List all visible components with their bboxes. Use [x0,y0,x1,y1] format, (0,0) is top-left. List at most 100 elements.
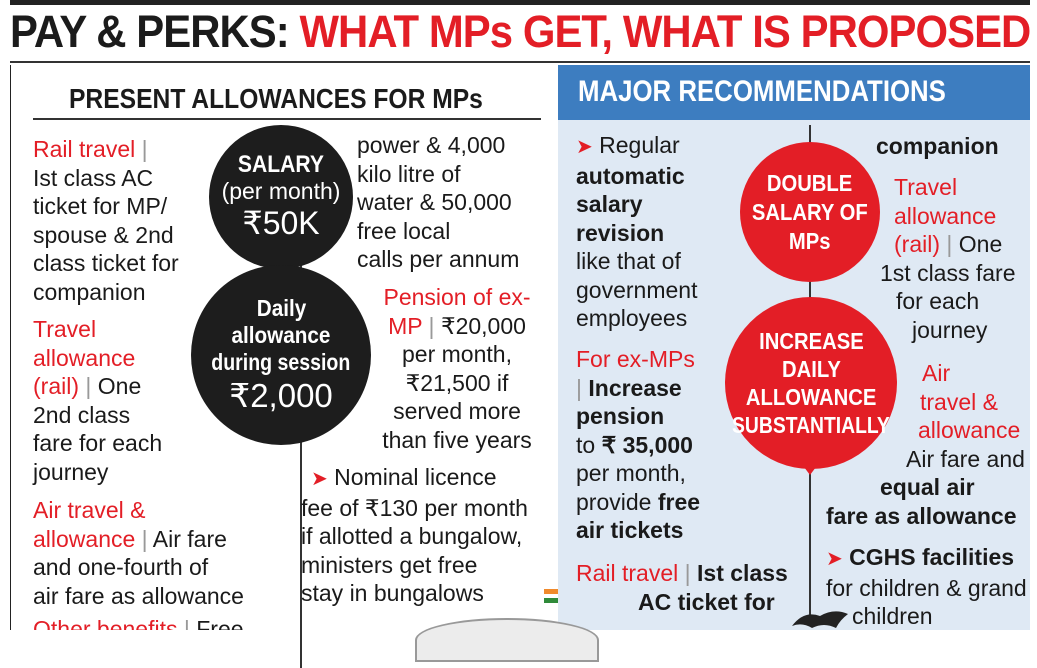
perks-line: water & 50,000 [357,189,512,215]
perks-line: power & 4,000 [357,132,506,158]
cghs-block: ➤ CGHS facilities for children & grand c… [826,543,1030,631]
ex-mps-to-prefix: to [576,431,602,458]
travel-allow-rec-label: Travel [894,174,958,200]
pension-line: ₹21,500 if [405,369,509,396]
other-benefits-first: Free [196,616,244,630]
salary-circle: SALARY (per month) ₹50K [209,125,353,269]
increase-line: DAILY [781,356,841,382]
left-title-rule [33,118,541,120]
rail-travel-line: Ist class AC [33,164,154,191]
cghs-bold: CGHS facilities [849,544,1015,570]
travel-allowance-sep: | [79,373,98,399]
travel-allow-rec-line: 1st class fare [880,259,1016,286]
licence-line: Nominal licence [334,464,497,490]
perks-line: calls per annum [357,246,520,272]
rail-travel-sep: | [135,136,148,162]
travel-allowance-line: 2nd class [33,401,131,428]
flag-icon [544,589,558,603]
pension-sep: | [422,312,441,339]
travel-allowance-first: One [97,373,142,399]
increase-line: INCREASE [758,328,864,354]
pension-block: Pension of ex- MP | ₹20,000 per month, ₹… [367,283,547,454]
left-panel-title: PRESENT ALLOWANCES FOR MPs [69,83,483,114]
regular-bold-line: revision [576,219,665,246]
pension-line: per month, [402,341,512,367]
increase-line: SUBSTANTIALLY [732,412,890,438]
bird-emblem-icon [792,611,848,628]
daily-line1: Daily [256,294,306,321]
rail-travel-label: Rail travel [33,136,136,162]
ex-mps-block: For ex-MPs | Increase pension to ₹ 35,00… [576,345,766,545]
daily-line2: allowance [231,321,331,348]
ex-mps-provide-bold: free [657,488,701,515]
rail-rec-bold: AC ticket for [638,588,775,615]
travel-allowance-line: journey [33,458,109,485]
top-bar [10,0,1030,5]
travel-allow-rec-label: (rail) [894,231,940,257]
other-benefits-label: Other benefits [33,616,178,630]
regular-line: like that of [576,248,681,274]
air-rec-line: Air fare and [906,445,1025,472]
travel-allow-rec-block: Travel allowance (rail) | One 1st class … [880,173,1030,344]
ex-mps-to-amount: ₹ 35,000 [601,431,693,458]
ex-mps-sep: | [576,374,589,401]
right-panel-title: MAJOR RECOMMENDATIONS [578,75,946,108]
air-travel-sep: | [135,525,153,552]
air-rec-label: Air [922,360,951,386]
headline: PAY & PERKS: WHAT MPs GET, WHAT IS PROPO… [10,6,1031,58]
travel-allow-rec-line: journey [912,316,988,343]
double-line: SALARY OF [752,198,868,225]
rail-travel-line: class ticket for [33,250,179,276]
air-rec-bold-line: fare as allowance [826,502,1017,529]
licence-line: if allotted a bungalow, [301,523,523,549]
licence-line: fee of ₹130 per month [301,494,528,521]
regular-first: Regular [599,132,680,158]
pension-label: Pension of ex- [383,284,531,310]
travel-allowance-label: Travel [33,316,97,342]
travel-allow-rec-first: One [958,231,1003,257]
air-travel-label: allowance [33,525,136,552]
air-rec-bold-line: equal air [880,474,975,500]
salary-title: SALARY [237,151,325,178]
licence-block: ➤ Nominal licence fee of ₹130 per month … [301,463,559,608]
ex-mps-label: For ex-MPs [576,346,695,372]
travel-allowance-line: fare for each [33,430,163,456]
parliament-dome-image [415,618,599,662]
air-travel-line: air fare as allowance [33,582,244,609]
travel-allowance-label: (rail) [33,373,79,399]
ex-mps-bold: Increase [588,374,682,401]
rail-travel-line: spouse & 2nd [33,221,174,248]
rail-travel-block: Rail travel | Ist class AC ticket for MP… [33,135,233,306]
pension-label: MP [388,312,423,339]
licence-line: ministers get free [301,551,478,578]
travel-allow-rec-line: for each [896,288,980,314]
air-rec-block: Air travel & allowance Air fare and equa… [820,359,1030,530]
double-line: DOUBLE [767,169,853,196]
ex-mps-bold: pension [576,403,665,429]
regular-line: employees [576,305,688,331]
headline-rule [10,61,1030,63]
perks-block: power & 4,000 kilo litre of water & 50,0… [357,131,547,274]
air-travel-first: Air fare [152,525,227,552]
travel-allowance-label: allowance [33,344,136,371]
increase-daily-circle: INCREASE DAILY ALLOWANCE SUBSTANTIALLY [725,297,897,469]
daily-line3: during session [211,348,351,375]
double-salary-circle: DOUBLE SALARY OF MPs [740,142,880,282]
air-travel-label: Air travel & [33,497,146,523]
right-panel-header: MAJOR RECOMMENDATIONS [558,65,1030,120]
perks-line: free local [357,217,451,244]
travel-allowance-block: Travel allowance (rail) | One 2nd class … [33,315,233,486]
licence-line: stay in bungalows [301,580,484,606]
headline-part1: PAY & PERKS: [10,6,300,57]
rail-travel-line: ticket for MP/ [33,193,168,219]
present-allowances-panel: PRESENT ALLOWANCES FOR MPs Rail travel |… [10,65,559,668]
ex-mps-air-line: air tickets [576,517,684,543]
regular-revision-block: ➤ Regular automatic salary revision like… [576,131,756,333]
daily-allowance-circle: Daily allowance during session ₹2,000 [191,265,371,445]
regular-bold-line: salary [576,191,643,217]
headline-part2: WHAT MPs GET, WHAT IS PROPOSED [299,6,1031,57]
arrow-icon: ➤ [826,548,843,570]
regular-bold-line: automatic [576,162,685,189]
arrow-icon: ➤ [311,468,328,490]
air-travel-line: and one-fourth of [33,554,209,580]
